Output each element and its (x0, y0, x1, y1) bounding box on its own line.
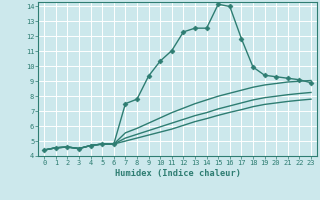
X-axis label: Humidex (Indice chaleur): Humidex (Indice chaleur) (115, 169, 241, 178)
